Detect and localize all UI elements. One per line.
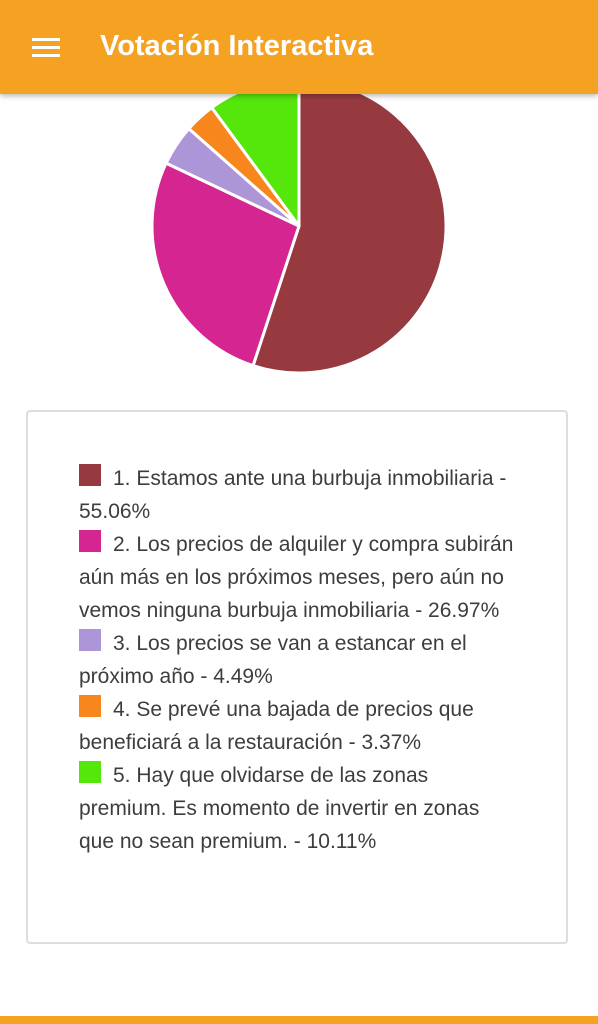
legend-swatch-5: [79, 761, 101, 783]
pie-slice-1: [251, 77, 448, 375]
legend-label-3: 3. Los precios se van a estancar en el p…: [79, 632, 467, 688]
legend-label-5: 5. Hay que olvidarse de las zonas premiu…: [79, 764, 480, 853]
legend-item-3: 3. Los precios se van a estancar en el p…: [79, 627, 520, 693]
legend-swatch-4: [79, 695, 101, 717]
legend-card: 1. Estamos ante una burbuja inmobiliaria…: [26, 410, 568, 944]
legend-swatch-3: [79, 629, 101, 651]
legend-item-2: 2. Los precios de alquiler y compra subi…: [79, 528, 520, 627]
legend-label-2: 2. Los precios de alquiler y compra subi…: [79, 533, 514, 622]
app-bar: Votación Interactiva: [0, 0, 598, 94]
hamburger-menu-icon: [32, 37, 60, 57]
page-title: Votación Interactiva: [100, 30, 374, 62]
legend-item-4: 4. Se prevé una bajada de precios que be…: [79, 693, 520, 759]
legend-label-4: 4. Se prevé una bajada de precios que be…: [79, 698, 474, 754]
legend-label-1: 1. Estamos ante una burbuja inmobiliaria…: [79, 467, 507, 523]
pie-slice-2: [150, 161, 301, 368]
legend-swatch-2: [79, 530, 101, 552]
bottom-bar: [0, 1016, 598, 1024]
legend-item-5: 5. Hay que olvidarse de las zonas premiu…: [79, 759, 520, 858]
legend-swatch-1: [79, 464, 101, 486]
legend-item-1: 1. Estamos ante una burbuja inmobiliaria…: [79, 462, 520, 528]
menu-button[interactable]: [20, 26, 72, 68]
